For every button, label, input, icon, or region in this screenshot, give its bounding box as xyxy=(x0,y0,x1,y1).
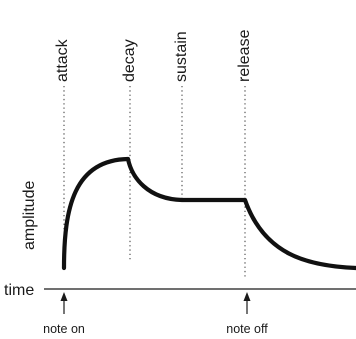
release-label: release xyxy=(236,29,253,82)
amplitude-label: amplitude xyxy=(21,181,38,250)
sustain-label: sustain xyxy=(173,31,190,82)
note-off-arrow xyxy=(243,292,251,314)
note-off-label: note off xyxy=(226,322,268,336)
envelope-curve xyxy=(61,156,356,271)
note-on-label: note on xyxy=(43,322,85,336)
decay-label: decay xyxy=(121,39,138,82)
note-on-arrow xyxy=(60,292,68,314)
attack-label: attack xyxy=(54,38,71,82)
time-axis-label: time xyxy=(4,282,34,299)
